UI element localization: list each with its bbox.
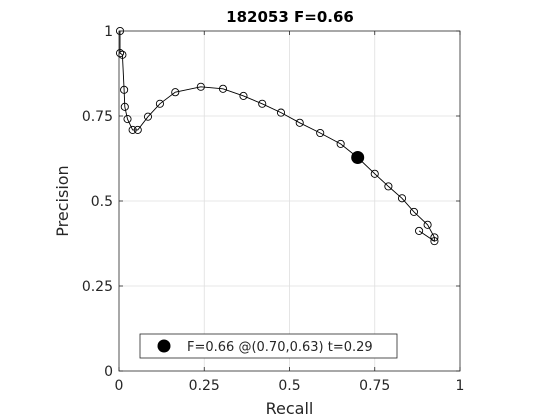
y-tick-label: 0.75	[82, 109, 113, 125]
best-f-marker	[351, 150, 365, 164]
curve-point	[196, 82, 205, 91]
x-tick-label: 0	[115, 378, 124, 394]
x-tick-label: 1	[456, 378, 465, 394]
x-tick-label: 0.75	[359, 378, 390, 394]
y-tick-label: 0.5	[91, 194, 113, 210]
x-axis-label: Recall	[266, 399, 314, 418]
curve-point	[430, 237, 439, 246]
y-axis-label: Precision	[53, 165, 72, 236]
legend-box	[139, 333, 398, 359]
curve-point	[384, 182, 393, 191]
curve-point	[239, 91, 248, 100]
y-axis-ticks: 0 0.25 0.5 0.75 1	[82, 24, 460, 380]
legend-label: F=0.66 @(0.70,0.63) t=0.29	[187, 340, 373, 355]
curve-point	[143, 112, 153, 121]
curve-point	[370, 169, 379, 178]
curve-point	[123, 115, 132, 124]
curve-point	[415, 226, 424, 235]
curve-point	[155, 99, 164, 108]
x-axis-ticks: 0 0.25 0.5 0.75 1	[115, 31, 465, 394]
curve-point	[316, 128, 325, 138]
curve-point	[336, 139, 345, 148]
best-f-point	[351, 150, 365, 164]
curve-point	[276, 108, 286, 117]
x-tick-label: 0.5	[278, 378, 300, 394]
curve-point	[409, 207, 419, 216]
x-tick-label: 0.25	[189, 378, 220, 394]
curve-point	[258, 99, 267, 108]
curve-point	[397, 194, 407, 203]
curve-point	[430, 233, 439, 242]
curve-point	[120, 85, 129, 94]
y-tick-label: 0	[104, 364, 113, 380]
curve-point	[120, 102, 129, 111]
precision-recall-curve	[119, 31, 435, 242]
y-tick-label: 1	[104, 24, 113, 40]
plot-area	[115, 26, 461, 372]
legend-marker	[157, 339, 171, 353]
curve-line	[119, 31, 435, 242]
curve-point	[295, 118, 304, 127]
curve-point	[423, 220, 432, 229]
curve-point	[133, 125, 142, 134]
chart-title: 182053 F=0.66	[226, 8, 354, 26]
curve-point	[171, 88, 180, 97]
y-tick-label: 0.25	[82, 279, 113, 295]
curve-point	[128, 125, 137, 134]
legend: F=0.66 @(0.70,0.63) t=0.29	[139, 333, 398, 359]
curve-point	[218, 84, 228, 93]
curve-point	[115, 49, 125, 58]
